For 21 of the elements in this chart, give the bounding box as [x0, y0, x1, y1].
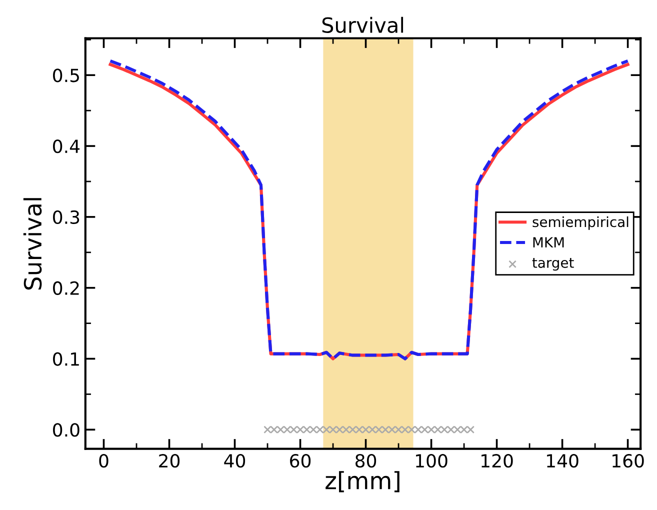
- x-tick-label: 100: [416, 454, 448, 468]
- legend-label: semiempirical: [532, 216, 628, 230]
- y-tick-label: 0.0: [53, 423, 80, 437]
- x-tick-label: 0: [99, 454, 108, 468]
- y-tick-label: 0.5: [53, 68, 79, 82]
- x-tick-label: 120: [482, 454, 513, 468]
- legend-label: MKM: [533, 237, 564, 248]
- y-axis-title: Survival: [23, 198, 42, 290]
- x-tick-label: 40: [224, 454, 246, 468]
- y-tick-label: 0.4: [53, 139, 80, 154]
- x-axis-title: z[mm]: [326, 471, 400, 492]
- y-tick-label: 0.2: [53, 281, 79, 295]
- y-tick-label: 0.1: [53, 352, 79, 366]
- x-tick-label: 140: [547, 454, 578, 468]
- x-tick-label: 80: [356, 454, 376, 468]
- legend-label: target: [532, 258, 574, 271]
- chart-title: Survival: [322, 16, 404, 33]
- x-tick-label: 60: [290, 454, 311, 468]
- x-tick-label: 20: [159, 454, 180, 468]
- x-tick-label: 160: [612, 454, 644, 468]
- y-tick-label: 0.3: [53, 210, 80, 224]
